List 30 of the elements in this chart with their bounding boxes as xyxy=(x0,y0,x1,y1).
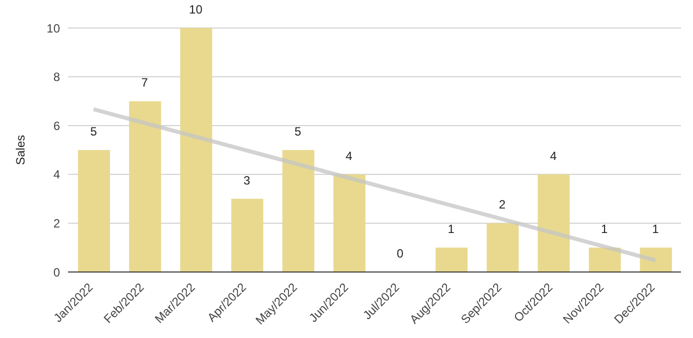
bar xyxy=(78,150,110,272)
bar xyxy=(640,248,672,272)
bar xyxy=(588,248,621,272)
bar xyxy=(282,150,314,272)
data-label: 5 xyxy=(294,124,302,138)
bar xyxy=(486,223,519,272)
bar xyxy=(180,28,212,272)
y-tick-label: 8 xyxy=(53,70,60,84)
y-tick-label: 10 xyxy=(46,21,60,36)
data-label: 0 xyxy=(396,246,404,260)
bar xyxy=(333,174,366,272)
data-label: 4 xyxy=(550,148,557,163)
bar xyxy=(436,248,468,272)
data-label: 2 xyxy=(498,198,506,212)
data-label: 1 xyxy=(448,222,455,236)
data-label: 5 xyxy=(90,124,98,138)
y-tick-label: 4 xyxy=(53,168,60,182)
y-axis-title: Sales xyxy=(13,134,28,166)
data-label: 4 xyxy=(346,148,353,163)
data-label: 1 xyxy=(652,222,660,236)
bar xyxy=(538,174,570,272)
data-label: 10 xyxy=(189,2,203,16)
bar xyxy=(231,198,264,272)
data-label: 3 xyxy=(243,173,250,188)
data-label: 7 xyxy=(141,76,148,90)
y-tick-label: 2 xyxy=(53,216,60,230)
data-label: 1 xyxy=(601,222,608,236)
y-tick-label: 0 xyxy=(53,265,60,280)
y-tick-label: 6 xyxy=(53,118,60,133)
bar xyxy=(129,101,162,272)
